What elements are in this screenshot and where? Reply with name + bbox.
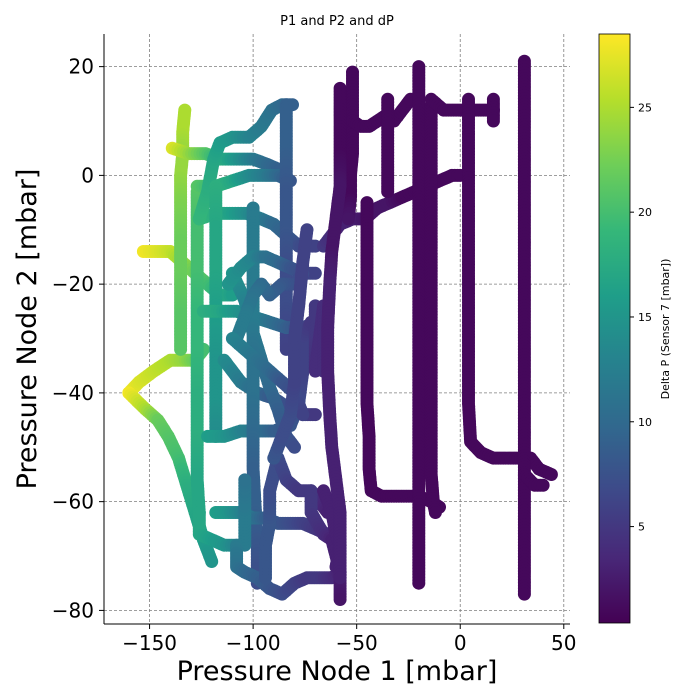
scatter-point (288, 440, 301, 454)
plot-frame (103, 34, 570, 625)
scatter-point (412, 576, 426, 590)
scatter-point (300, 223, 314, 237)
scatter-point (428, 506, 442, 519)
y-axis-label: Pressure Node 2 [mbar] (12, 169, 43, 490)
scatter-point (174, 342, 188, 356)
colorbar-tick-label: 25 (638, 101, 652, 114)
scatter-points (122, 54, 558, 606)
y-tick-label: −20 (52, 272, 94, 296)
colorbar-label: Delta P (Sensor 7 [mbar]) (659, 259, 672, 400)
x-tick-label: −150 (122, 631, 177, 655)
colorbar-ticks: 5 10 15 20 25 (630, 101, 652, 534)
x-tick-label: 50 (551, 631, 576, 655)
colorbar-tick-label: 15 (638, 311, 652, 324)
x-tick-label: −100 (226, 631, 281, 655)
colorbar-tick-label: 5 (638, 521, 645, 534)
scatter-point (238, 473, 252, 487)
scatter-point (536, 478, 550, 492)
x-tick-label: 0 (454, 631, 467, 655)
colorbar-gradient (598, 33, 631, 624)
scatter-point (486, 114, 500, 128)
scatter-point (308, 408, 322, 422)
colorbar: 5 10 15 20 25 Delta P (Sensor 7 [mbar]) (598, 33, 672, 624)
colorbar-tick-label: 10 (638, 416, 652, 429)
scatter-point (205, 555, 219, 568)
x-axis-ticks: −150 −100 −50 0 50 (122, 624, 577, 655)
x-axis-label: Pressure Node 1 [mbar] (177, 656, 498, 687)
scatter-point (517, 587, 531, 601)
scatter-point (381, 185, 395, 199)
y-tick-label: −40 (52, 381, 94, 405)
scatter-point (296, 408, 310, 422)
scatter-point (333, 571, 347, 585)
chart-title: P1 and P2 and dP (280, 14, 394, 29)
y-tick-label: 20 (69, 55, 94, 79)
x-tick-label: −50 (336, 631, 378, 655)
y-tick-label: −60 (52, 490, 94, 514)
colorbar-tick-label: 20 (638, 206, 652, 219)
y-tick-label: −80 (52, 598, 94, 622)
y-axis-ticks: −80 −60 −40 −20 0 20 (52, 55, 104, 622)
scatter-point (341, 212, 355, 226)
scatter-point (544, 468, 558, 481)
y-tick-label: 0 (81, 163, 94, 187)
scatter-point (308, 266, 322, 280)
scatter-point (333, 593, 347, 606)
